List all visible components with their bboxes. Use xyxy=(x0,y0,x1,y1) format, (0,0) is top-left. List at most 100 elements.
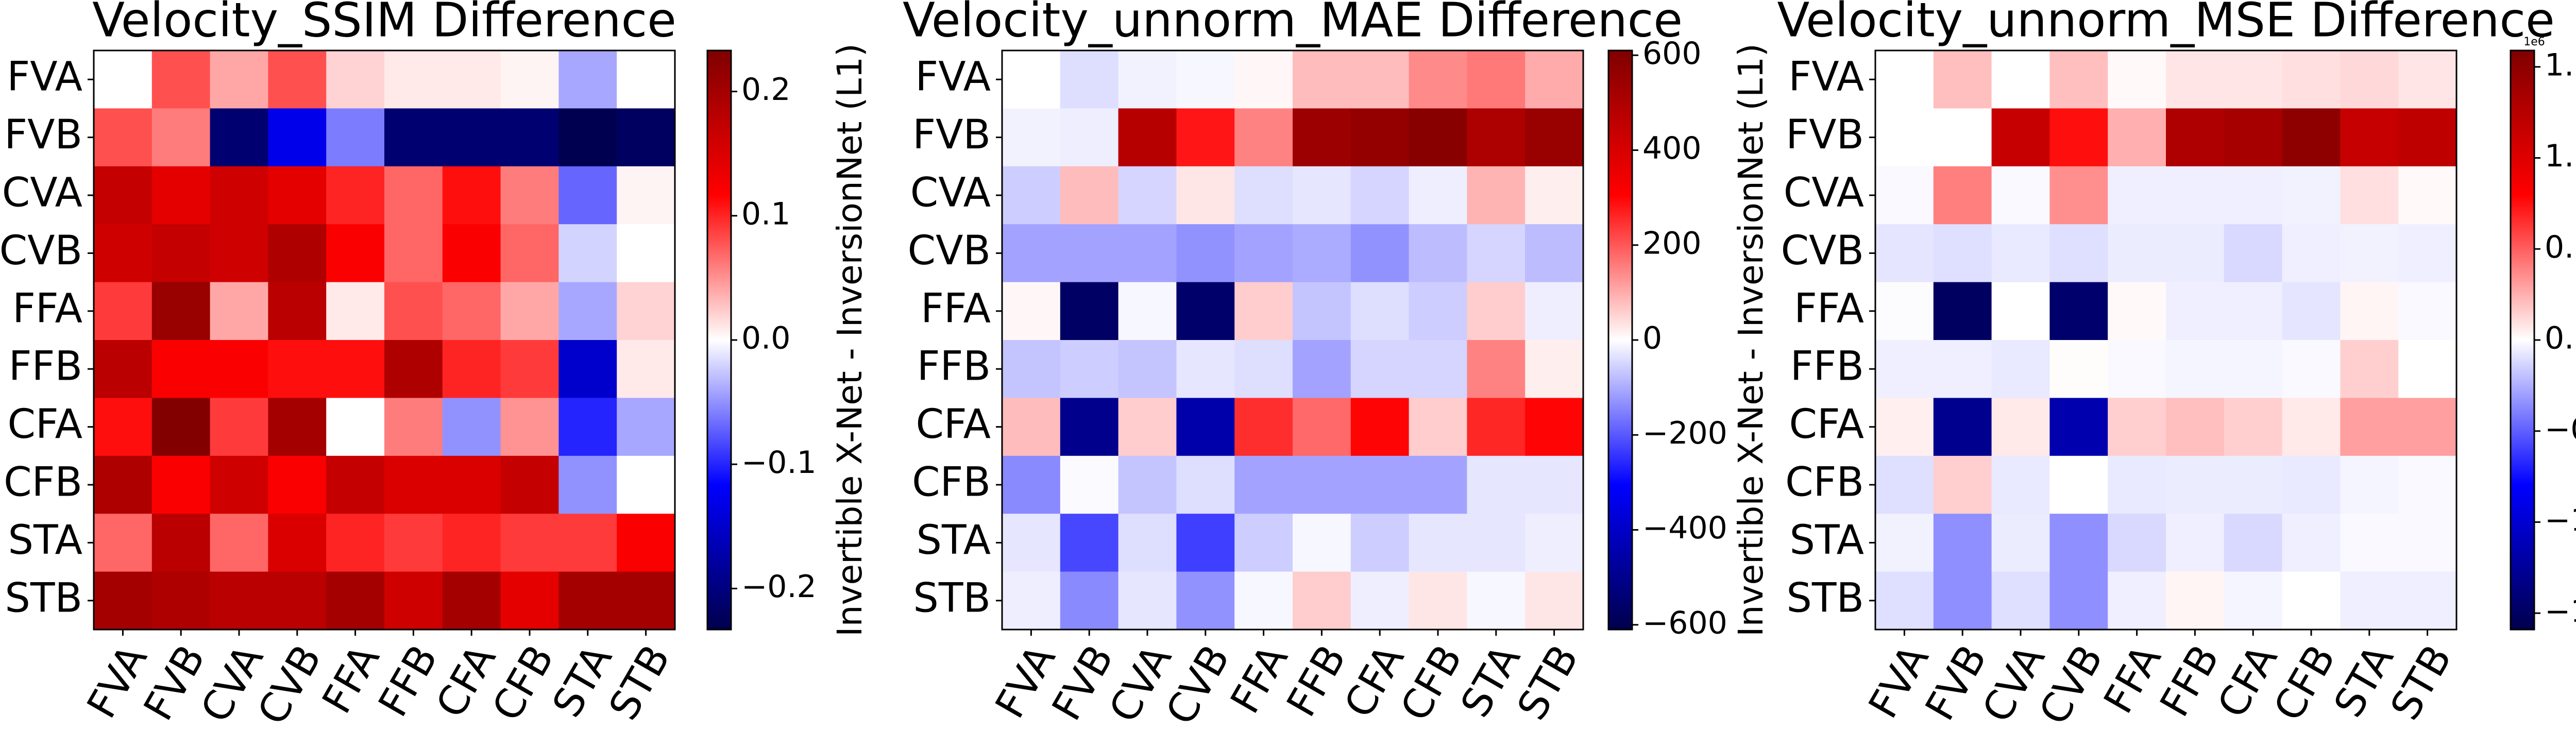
heatmap-cell xyxy=(1933,224,1992,283)
heatmap-cell xyxy=(268,455,327,514)
heatmap-cell xyxy=(210,455,268,514)
heatmap-cell xyxy=(1933,340,1992,398)
y-tick-label: CFA xyxy=(1789,401,1864,448)
heatmap-cell xyxy=(2398,50,2457,109)
heatmap-cell xyxy=(1409,398,1467,456)
colorbar xyxy=(706,49,732,631)
colorbar-tick-label: 0.1 xyxy=(741,196,790,232)
heatmap-cell xyxy=(1875,224,1934,283)
heatmap-cell xyxy=(384,108,443,167)
heatmap-cell xyxy=(500,398,559,456)
heatmap-cell xyxy=(617,398,675,456)
heatmap-cell xyxy=(1933,282,1992,341)
heatmap-cell xyxy=(1234,455,1293,514)
heatmap-cell xyxy=(500,455,559,514)
heatmap-cell xyxy=(1176,571,1235,630)
x-tick-label: FVA xyxy=(987,637,1064,726)
heatmap-cell xyxy=(2398,514,2457,572)
colorbar-tick-label: 200 xyxy=(1642,225,1702,261)
colorbar-tick-label: −600 xyxy=(1642,605,1727,641)
heatmap-cell xyxy=(1350,514,1410,572)
heatmap-cell xyxy=(210,514,268,572)
heatmap-cell xyxy=(1118,224,1177,283)
colorbar-tick-label: −400 xyxy=(1642,510,1727,546)
heatmap-cell xyxy=(1350,398,1410,456)
heatmap-cell xyxy=(268,398,327,456)
x-tick-label: STA xyxy=(2326,637,2403,725)
heatmap-cell xyxy=(2398,455,2457,514)
heatmap-cell xyxy=(442,398,501,456)
y-tick-label: STA xyxy=(8,517,82,564)
heatmap-cell xyxy=(151,514,211,572)
heatmap-cell xyxy=(1002,224,1061,283)
heatmap-cell xyxy=(1060,398,1119,456)
x-tick-label: CFA xyxy=(428,637,505,725)
heatmap-cell xyxy=(94,571,152,630)
heatmap-cell xyxy=(1991,50,2050,109)
heatmap-cell xyxy=(1118,514,1177,572)
heatmap-cell xyxy=(1118,108,1177,167)
y-tick-label: FFA xyxy=(1794,285,1864,332)
heatmap-cell xyxy=(442,455,501,514)
heatmap-cell xyxy=(2166,514,2225,572)
heatmap-cell xyxy=(94,224,152,283)
heatmap-cell xyxy=(1118,340,1177,398)
heatmap-cell xyxy=(1060,224,1119,283)
heatmap-cell xyxy=(1176,398,1235,456)
heatmap-cell xyxy=(268,571,327,630)
heatmap-cell xyxy=(210,282,268,341)
heatmap-cell xyxy=(1293,50,1351,109)
y-tick-label: FVA xyxy=(915,54,991,100)
x-tick-label: FFB xyxy=(2151,637,2229,724)
heatmap-cell xyxy=(1118,455,1177,514)
heatmap-cell xyxy=(2224,224,2283,283)
y-tick-label: STA xyxy=(917,517,991,564)
heatmap-cell xyxy=(1875,455,1934,514)
heatmap-panel: Velocity_unnorm_MAE DifferenceFVAFVBCVAC… xyxy=(903,0,1771,730)
heatmap-cell xyxy=(1933,398,1992,456)
heatmap-cell xyxy=(1002,282,1061,341)
y-tick-label: FFA xyxy=(921,285,991,332)
heatmap-cell xyxy=(617,282,675,341)
x-tick-label: FFA xyxy=(314,637,389,721)
y-tick-label: CVB xyxy=(1781,228,1864,274)
heatmap-cell xyxy=(94,108,152,167)
heatmap-cell xyxy=(500,282,559,341)
heatmap-cell xyxy=(2049,50,2108,109)
heatmap-cell xyxy=(1409,514,1467,572)
heatmap-cell xyxy=(2049,398,2108,456)
heatmap-cell xyxy=(1467,340,1526,398)
heatmap-cell xyxy=(558,455,617,514)
heatmap-cell xyxy=(384,166,443,225)
heatmap-cell xyxy=(1409,340,1467,398)
heatmap-cell xyxy=(326,398,385,456)
heatmap-cell xyxy=(2224,398,2283,456)
heatmap-cell xyxy=(326,108,385,167)
heatmap-cell xyxy=(2340,282,2399,341)
heatmap-cell xyxy=(2108,166,2166,225)
heatmap-cell xyxy=(2049,571,2108,630)
colorbar-tick-label: −1.0 xyxy=(2545,502,2576,538)
heatmap-cell xyxy=(1467,514,1526,572)
heatmap-cell xyxy=(1525,224,1584,283)
heatmap-cell xyxy=(1875,50,1934,109)
heatmap-cell xyxy=(151,282,211,341)
heatmap-cell xyxy=(1525,514,1584,572)
heatmap-cell xyxy=(1409,455,1467,514)
y-tick-label: STA xyxy=(1790,517,1864,564)
heatmap-cell xyxy=(1991,282,2050,341)
y-tick-label: FVA xyxy=(7,54,82,100)
colorbar-tick-label: 0.0 xyxy=(2545,320,2576,356)
heatmap-cell xyxy=(1875,514,1934,572)
heatmap-cell xyxy=(1234,571,1293,630)
heatmap-cell xyxy=(1293,514,1351,572)
heatmap-cell xyxy=(2224,455,2283,514)
heatmap-cell xyxy=(2224,514,2283,572)
heatmap-cell xyxy=(1525,398,1584,456)
heatmap-cell xyxy=(1350,282,1410,341)
heatmap-cell xyxy=(384,340,443,398)
heatmap-cell xyxy=(326,571,385,630)
x-tick-label: FFA xyxy=(2095,637,2171,721)
heatmap-cell xyxy=(1176,108,1235,167)
